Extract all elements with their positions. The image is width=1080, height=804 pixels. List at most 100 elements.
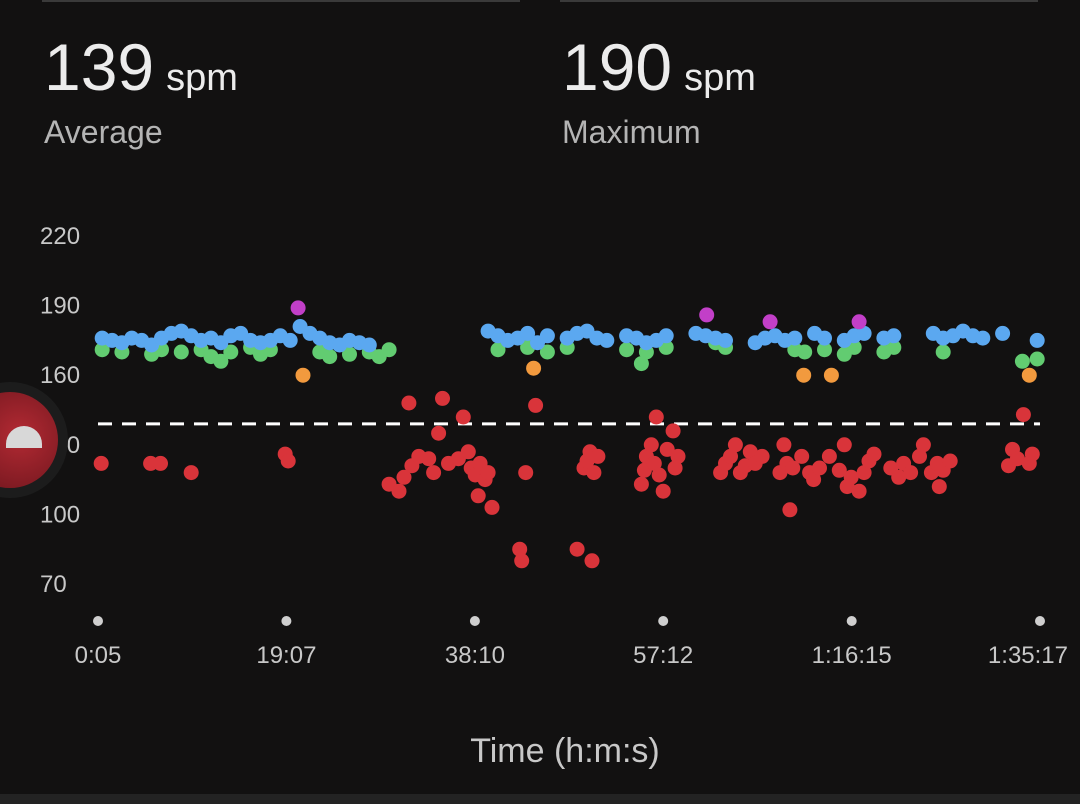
red-point bbox=[903, 465, 919, 481]
red-point bbox=[633, 476, 649, 492]
red-point bbox=[426, 465, 442, 481]
y-tick-label: 220 bbox=[40, 223, 80, 250]
orange-point bbox=[823, 367, 839, 383]
red-point bbox=[785, 460, 801, 476]
x-tick-dot bbox=[1035, 616, 1045, 626]
red-point bbox=[435, 390, 450, 406]
red-point bbox=[569, 541, 585, 557]
average-label: Average bbox=[44, 114, 163, 150]
red-point bbox=[836, 437, 852, 453]
red-point bbox=[742, 444, 758, 460]
red-point bbox=[584, 553, 600, 569]
blue-point bbox=[520, 325, 536, 341]
red-point bbox=[651, 467, 667, 483]
green-point bbox=[619, 342, 635, 358]
red-point bbox=[915, 437, 931, 453]
y-tick-label: 100 bbox=[40, 501, 80, 528]
red-point bbox=[590, 448, 606, 464]
bottom-bar bbox=[0, 794, 1080, 804]
green-point bbox=[381, 342, 397, 358]
x-tick-label: 1:35:17 bbox=[988, 642, 1068, 669]
green-point bbox=[1029, 351, 1045, 367]
green-point bbox=[223, 344, 239, 360]
red-point bbox=[821, 448, 837, 464]
red-point bbox=[727, 437, 743, 453]
blue-point bbox=[817, 330, 832, 346]
x-axis-title: Time (h:m:s) bbox=[470, 732, 660, 770]
blue-point bbox=[539, 328, 555, 344]
orange-point bbox=[796, 367, 812, 383]
red-point bbox=[431, 425, 447, 441]
red-point bbox=[794, 448, 810, 464]
green-point bbox=[886, 339, 902, 355]
red-point bbox=[776, 437, 792, 453]
green-point bbox=[94, 342, 110, 358]
green-point bbox=[342, 346, 357, 362]
y-tick-label: 160 bbox=[40, 362, 80, 389]
purple-point bbox=[699, 307, 715, 323]
red-point bbox=[648, 409, 664, 425]
red-point bbox=[183, 465, 199, 481]
red-point bbox=[512, 541, 528, 557]
red-point bbox=[891, 469, 907, 485]
red-point bbox=[665, 423, 681, 439]
red-point bbox=[942, 453, 958, 469]
blue-point bbox=[975, 330, 991, 346]
orange-series bbox=[295, 360, 1037, 383]
red-point bbox=[514, 553, 530, 569]
red-point bbox=[93, 455, 109, 471]
x-tick-dot bbox=[846, 616, 857, 626]
x-tick-dot bbox=[93, 616, 103, 626]
red-point bbox=[455, 409, 471, 425]
purple-point bbox=[851, 314, 867, 330]
green-point bbox=[817, 342, 832, 358]
floating-action-button-face[interactable] bbox=[0, 392, 58, 488]
maximum-unit: spm bbox=[684, 57, 756, 99]
red-point bbox=[912, 448, 927, 464]
red-point bbox=[831, 462, 847, 478]
red-point bbox=[851, 483, 867, 499]
y-tick-label: 70 bbox=[40, 571, 67, 598]
blue-point bbox=[886, 328, 902, 344]
red-point bbox=[643, 437, 659, 453]
red-point bbox=[484, 499, 500, 515]
red-series bbox=[93, 390, 1040, 569]
red-point bbox=[396, 469, 412, 485]
red-point bbox=[1009, 451, 1025, 467]
red-point bbox=[843, 469, 859, 485]
average-value: 139 bbox=[44, 30, 155, 104]
half-circle-icon bbox=[6, 426, 42, 448]
x-tick-dot bbox=[658, 616, 669, 626]
red-point bbox=[931, 479, 947, 495]
orange-point bbox=[295, 367, 311, 383]
green-point bbox=[173, 344, 189, 360]
data-points bbox=[93, 300, 1045, 569]
orange-point bbox=[1021, 367, 1037, 383]
x-tick-dot bbox=[281, 616, 292, 626]
top-divider-right bbox=[560, 0, 1038, 2]
y-tick-label: 190 bbox=[40, 293, 80, 320]
average-stat: 139 spm Average bbox=[44, 30, 238, 151]
green-point bbox=[213, 353, 229, 369]
x-tick-label: 19:07 bbox=[256, 642, 316, 669]
red-point bbox=[1024, 446, 1040, 462]
red-point bbox=[518, 465, 534, 481]
green-point bbox=[1014, 353, 1030, 369]
red-point bbox=[655, 483, 671, 499]
x-tick-label: 0:05 bbox=[75, 642, 122, 669]
green-point bbox=[797, 344, 813, 360]
blue-point bbox=[282, 332, 298, 348]
red-point bbox=[806, 472, 822, 488]
blue-point bbox=[599, 332, 615, 348]
red-point bbox=[670, 448, 686, 464]
red-point bbox=[460, 444, 476, 460]
red-point bbox=[667, 460, 683, 476]
purple-point bbox=[762, 314, 778, 330]
blue-point bbox=[658, 328, 674, 344]
red-point bbox=[153, 455, 168, 471]
x-tick-label: 1:16:15 bbox=[812, 642, 892, 669]
average-unit: spm bbox=[166, 57, 238, 99]
maximum-stat: 190 spm Maximum bbox=[562, 30, 756, 151]
blue-series bbox=[94, 319, 1045, 353]
x-tick-label: 38:10 bbox=[445, 642, 505, 669]
